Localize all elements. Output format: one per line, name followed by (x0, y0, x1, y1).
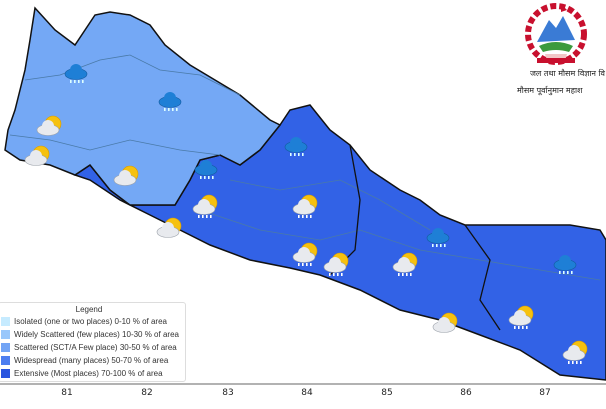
logo-line1: जल तथा मौसम विज्ञान वि (530, 69, 606, 78)
district-lines (199, 209, 601, 281)
legend-swatch (1, 356, 10, 365)
rain-icon (284, 137, 308, 156)
sun-cloud-rain-icon (432, 312, 458, 336)
district-lines (24, 54, 241, 96)
rain-icon (194, 160, 218, 179)
legend-label: Isolated (one or two places) 0-10 % of a… (14, 317, 167, 326)
rain-icon (64, 64, 88, 83)
sun-cloud-rain-icon (323, 252, 349, 276)
logo-line2: मौसम पूर्वानुमान महाश (517, 86, 583, 95)
x-tick-label: 84 (301, 388, 313, 398)
province-line (464, 224, 501, 331)
weather-icons (24, 64, 588, 364)
legend-swatch (1, 317, 10, 326)
sun-cloud-rain-icon (292, 194, 318, 218)
rain-icon (158, 92, 182, 111)
legend-item: Widespread (many places) 50-70 % of area (0, 354, 179, 367)
legend-label: Widespread (many places) 50-70 % of area (14, 356, 169, 365)
sun-cloud-icon (36, 115, 62, 136)
legend-label: Widely Scattered (few places) 10-30 % of… (14, 330, 179, 339)
x-tick-label: 85 (381, 388, 393, 398)
legend-item: Extensive (Most places) 70-100 % of area (0, 367, 179, 380)
x-tick-label: 83 (222, 388, 234, 398)
sun-cloud-rain-icon (192, 194, 218, 218)
sun-cloud-icon (113, 165, 139, 186)
sun-cloud-rain-icon (392, 252, 418, 276)
legend-title: Legend (75, 305, 103, 314)
rain-icon (426, 228, 450, 247)
x-tick-label: 87 (539, 388, 551, 398)
legend-item: Isolated (one or two places) 0-10 % of a… (0, 315, 179, 328)
rain-icon (553, 255, 577, 274)
sun-cloud-icon (24, 145, 50, 166)
legend-label: Extensive (Most places) 70-100 % of area (14, 369, 163, 378)
legend-swatch (1, 369, 10, 378)
sun-cloud-rain-icon (508, 305, 534, 329)
district-lines (9, 134, 221, 156)
sun-cloud-rain-icon (156, 217, 182, 241)
government-emblem-logo (525, 3, 587, 65)
legend-item: Scattered (SCT/A Few place) 30-50 % of a… (0, 341, 179, 354)
region-west (4, 6, 282, 206)
legend-swatch (1, 343, 10, 352)
legend-swatch (1, 330, 10, 339)
x-tick-label: 81 (61, 388, 73, 398)
x-tick-label: 82 (141, 388, 153, 398)
district-lines (229, 179, 431, 231)
legend-label: Scattered (SCT/A Few place) 30-50 % of a… (14, 343, 177, 352)
legend: Legend Isolated (one or two places) 0-10… (0, 302, 186, 382)
x-tick-label: 86 (460, 388, 472, 398)
sun-cloud-rain-icon (562, 340, 588, 364)
legend-item: Widely Scattered (few places) 10-30 % of… (0, 328, 179, 341)
sun-cloud-rain-icon (292, 242, 318, 266)
